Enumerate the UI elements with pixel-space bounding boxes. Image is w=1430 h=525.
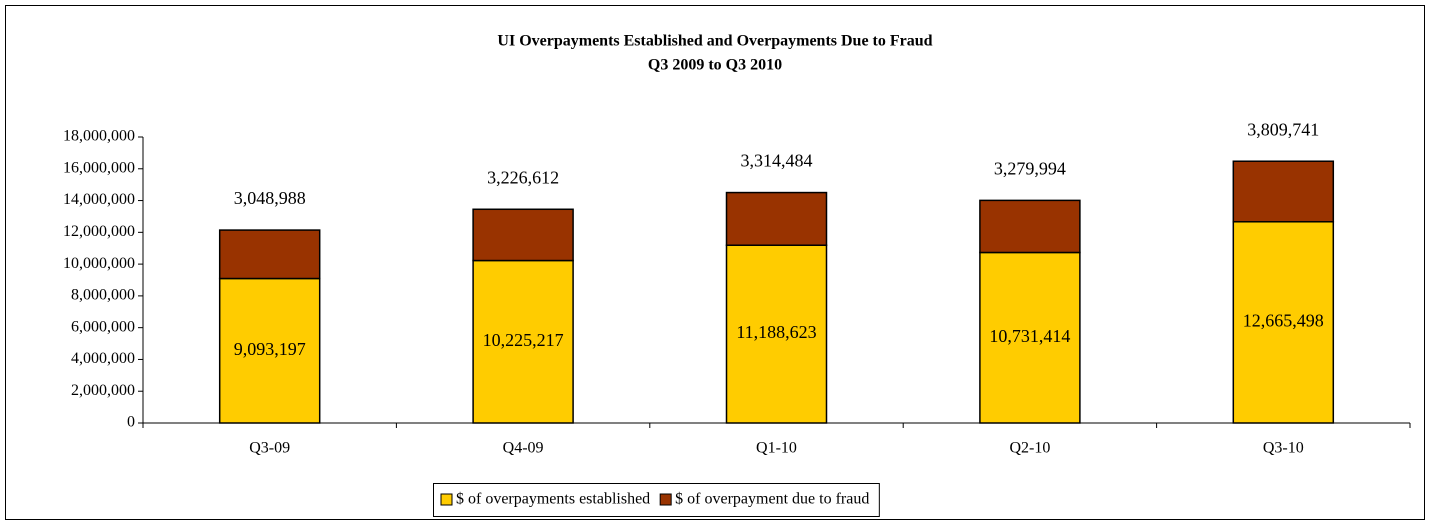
bar-segment (979, 199, 1081, 254)
y-tick-label: 2,000,000 (71, 382, 135, 399)
x-tick-label: Q1-10 (756, 440, 797, 457)
chart-title: UI Overpayments Established and Overpaym… (497, 33, 932, 50)
y-tick-label: 14,000,000 (63, 191, 135, 208)
bar-segment (1232, 160, 1335, 223)
y-tick-label: 12,000,000 (63, 223, 135, 240)
y-tick-label: 6,000,000 (71, 318, 135, 335)
legend-swatch (440, 493, 453, 506)
y-tick-label: 4,000,000 (71, 350, 135, 367)
x-tick-label: Q2-10 (1009, 440, 1050, 457)
data-label: 9,093,197 (234, 339, 306, 359)
chart-border (5, 5, 1425, 520)
y-tick-label: 18,000,000 (63, 128, 135, 145)
data-label: 3,314,484 (741, 151, 813, 171)
data-label: 3,226,612 (487, 167, 559, 187)
chart-subtitle: Q3 2009 to Q3 2010 (648, 57, 782, 74)
legend-label: $ of overpayment due to fraud (675, 491, 869, 508)
data-label: 3,279,994 (994, 158, 1066, 178)
legend-swatch (659, 493, 672, 506)
y-tick-label: 8,000,000 (71, 287, 135, 304)
y-tick-label: 10,000,000 (63, 255, 135, 272)
data-label: 3,048,988 (234, 188, 306, 208)
x-tick-label: Q3-09 (249, 440, 290, 457)
legend-label: $ of overpayments established (456, 491, 650, 508)
data-label: 10,225,217 (483, 330, 564, 350)
bar-segment (472, 208, 574, 262)
data-label: 3,809,741 (1247, 119, 1319, 139)
data-label: 12,665,498 (1243, 311, 1324, 331)
bar-segment (979, 251, 1081, 424)
data-label: 11,188,623 (736, 322, 816, 342)
x-tick-label: Q3-10 (1263, 440, 1304, 457)
bar-segment (725, 191, 828, 246)
x-tick-label: Q4-09 (503, 440, 544, 457)
data-label: 10,731,414 (989, 326, 1070, 346)
bar-segment (1232, 221, 1335, 424)
legend-box (433, 483, 880, 517)
y-tick-label: 16,000,000 (63, 159, 135, 176)
bar-segment (218, 229, 321, 280)
y-tick-label: 0 (127, 414, 135, 431)
